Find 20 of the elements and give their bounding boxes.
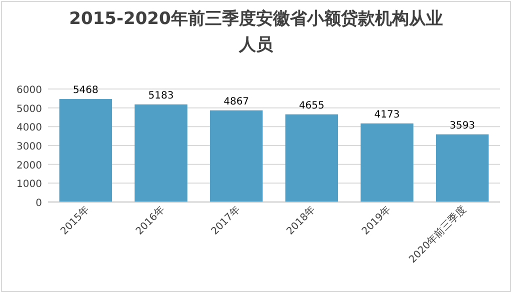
data-label: 3593 (450, 120, 476, 132)
y-tick-label: 3000 (16, 142, 42, 152)
y-tick-label: 2000 (16, 160, 42, 172)
bar (360, 123, 414, 202)
data-label: 4173 (374, 109, 400, 120)
y-tick-label: 5000 (16, 104, 42, 115)
bar (134, 104, 188, 202)
bar (210, 110, 263, 202)
data-label: 4655 (298, 100, 324, 112)
chart-title: 2015-2020年前三季度安徽省小额贷款机构从业人员 (68, 8, 444, 57)
y-tick-label: 0 (36, 198, 42, 209)
y-tick-label: 6000 (16, 85, 42, 96)
data-label: 5468 (72, 85, 98, 96)
y-tick-label: 1000 (16, 179, 42, 190)
bar (59, 99, 112, 202)
bar (285, 114, 338, 202)
data-label: 5183 (148, 90, 174, 102)
bar (436, 134, 489, 202)
data-label: 4867 (224, 96, 250, 108)
y-tick-label: 4000 (16, 122, 42, 134)
